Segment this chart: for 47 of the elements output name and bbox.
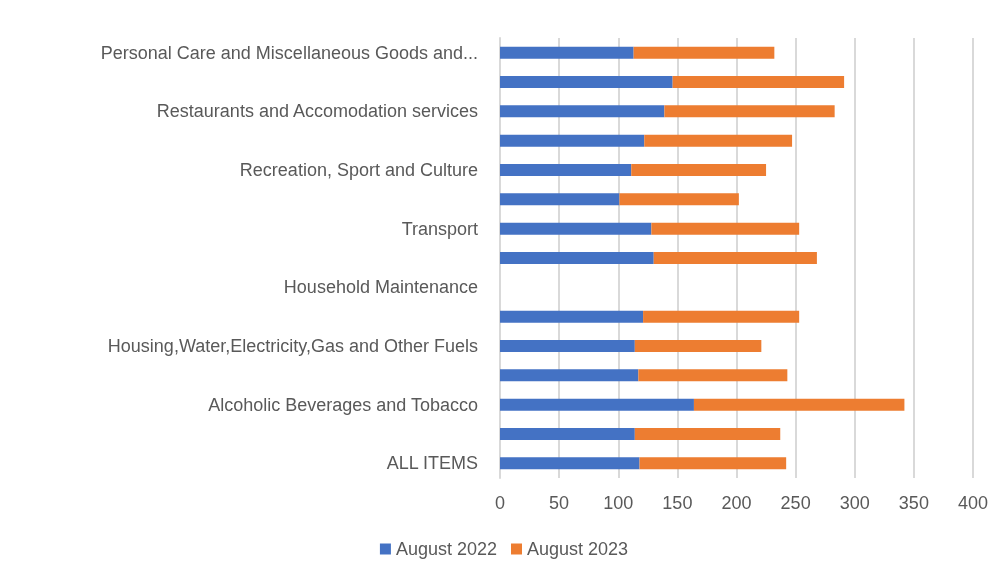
y-tick-label: Alcoholic Beverages and Tobacco — [208, 394, 478, 415]
x-tick-label: 250 — [780, 493, 811, 513]
bar — [500, 134, 645, 147]
bar — [653, 252, 817, 264]
bar — [638, 369, 788, 382]
y-tick-label: ALL ITEMS — [386, 453, 478, 474]
x-tick-label: 350 — [898, 493, 929, 513]
bar — [500, 252, 654, 264]
bar — [693, 398, 905, 411]
legend-label: August 2023 — [527, 539, 629, 559]
x-tick-label: 400 — [957, 493, 989, 513]
x-tick-label: 300 — [839, 493, 870, 513]
y-tick-label: Personal Care and Miscellaneous Goods and... — [100, 42, 478, 63]
bar — [619, 193, 739, 206]
bar — [634, 340, 762, 352]
legend-label: August 2022 — [395, 539, 498, 559]
x-tick-label: 50 — [549, 493, 570, 513]
bar — [634, 428, 781, 440]
bar — [643, 310, 800, 323]
bar — [500, 46, 634, 59]
bar — [500, 340, 635, 352]
bar — [500, 457, 640, 470]
bar — [639, 457, 787, 470]
x-tick-label: 0 — [494, 493, 506, 513]
x-tick-label: 100 — [603, 493, 634, 513]
bar — [500, 369, 639, 382]
bar — [500, 222, 652, 235]
y-tick-label: Restaurants and Accomodation services — [156, 101, 478, 122]
bar — [500, 398, 694, 411]
bar — [631, 164, 767, 176]
bar — [500, 164, 632, 176]
bar — [633, 46, 775, 59]
bar — [651, 222, 800, 235]
bar — [500, 193, 620, 206]
bar — [644, 134, 793, 147]
y-tick-label: Transport — [401, 218, 478, 239]
bar — [500, 428, 635, 440]
y-tick-label: Recreation, Sport and Culture — [239, 160, 478, 180]
bar — [664, 105, 835, 118]
y-tick-label: Housing,Water,Electricity,Gas and Other Fuels — [107, 336, 478, 356]
bar — [672, 76, 845, 88]
x-tick-label: 150 — [662, 493, 693, 513]
y-tick-label: Household Maintenance — [283, 277, 478, 298]
bar — [500, 105, 665, 118]
bar — [500, 310, 644, 323]
bar — [500, 76, 673, 88]
x-tick-label: 200 — [721, 493, 752, 513]
